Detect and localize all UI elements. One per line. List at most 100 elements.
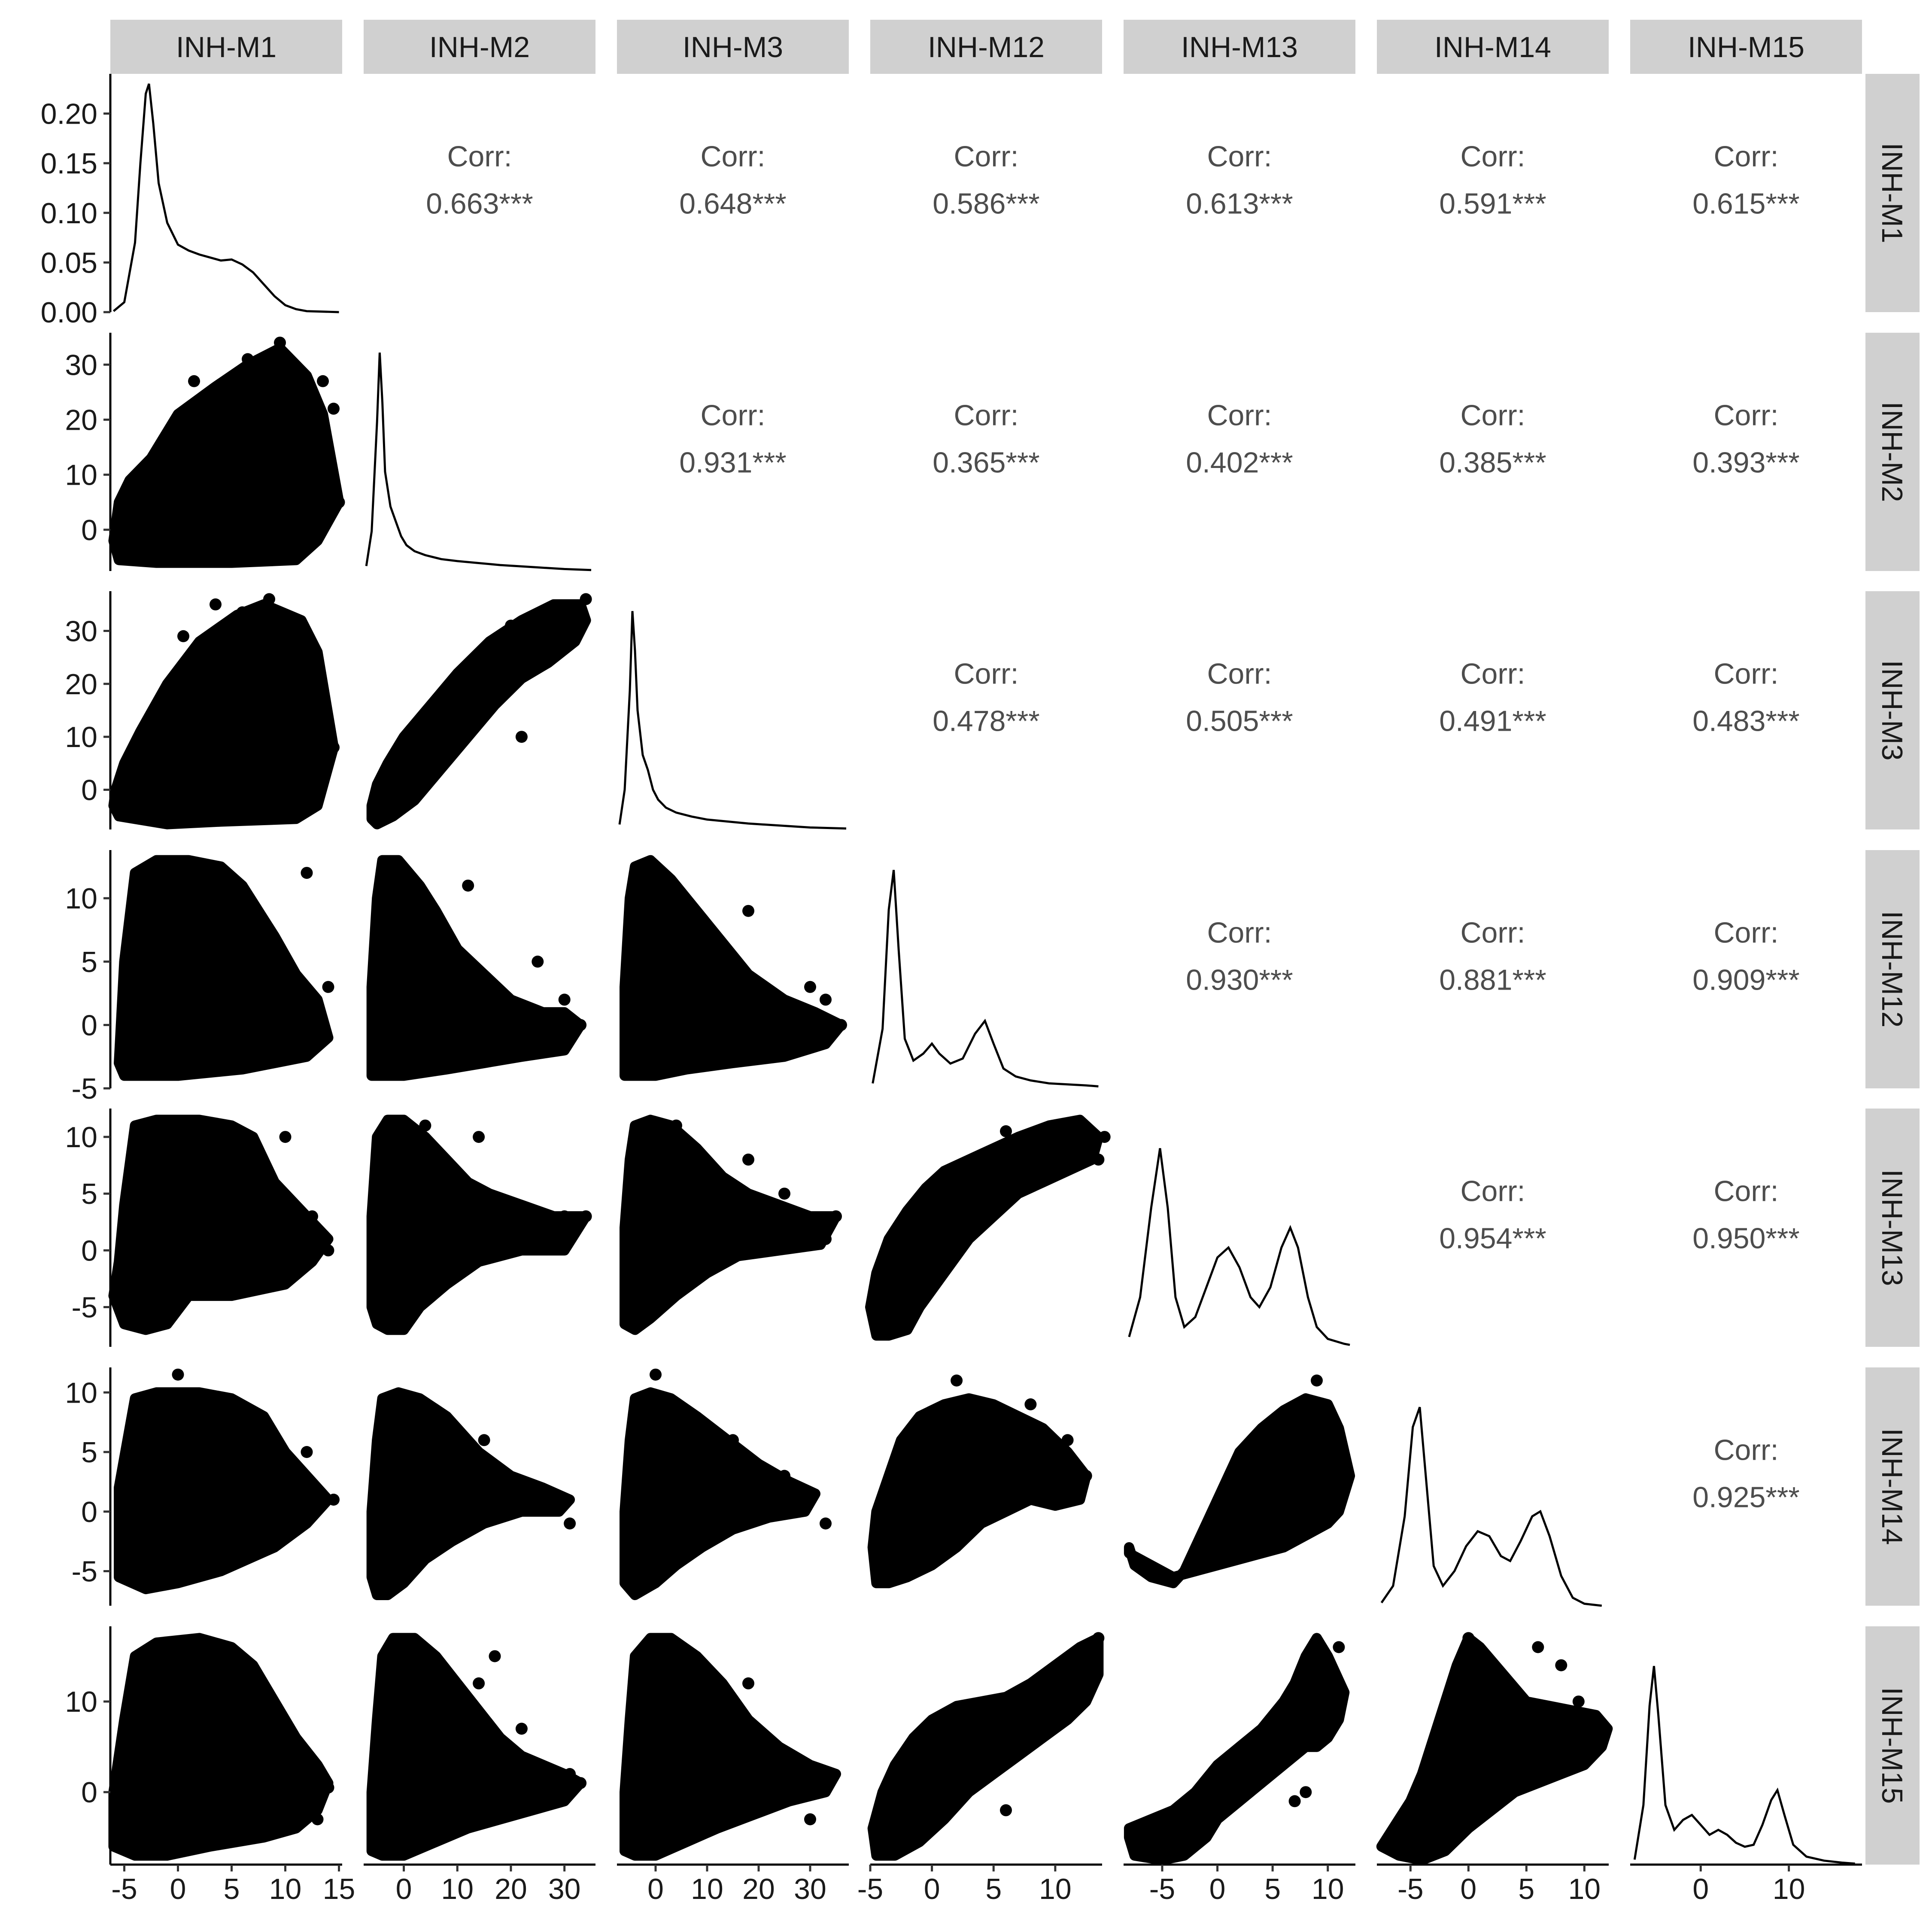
scatter-point	[1333, 1641, 1345, 1653]
scatter-point	[328, 741, 340, 753]
corr-label: Corr:	[1460, 399, 1525, 432]
x-tick-label: -5	[1149, 1873, 1175, 1905]
x-tick-label: 15	[323, 1873, 355, 1905]
scatter-point	[532, 1482, 544, 1494]
scatter-point	[311, 1813, 324, 1826]
row-strip-inh-m12	[1865, 850, 1920, 1088]
col-strip-inh-m1	[110, 20, 342, 74]
scatter-point	[1277, 1517, 1290, 1530]
scatter-point	[274, 337, 286, 349]
y-tick-label: 10	[65, 882, 97, 915]
scatter-point	[301, 1446, 313, 1458]
corr-value: 0.591***	[1439, 188, 1546, 220]
scatter-point	[742, 1677, 754, 1689]
corr-label: Corr:	[1207, 917, 1272, 949]
x-tick-label: 20	[742, 1873, 775, 1905]
scatter-cloud-inh-m15-vs-inh-m12	[867, 1633, 1104, 1861]
scatter-point	[322, 1244, 334, 1257]
x-tick-label: 5	[224, 1873, 240, 1905]
y-tick-label: 20	[65, 404, 97, 437]
x-tick-label: -5	[111, 1873, 137, 1905]
x-tick-label: 30	[548, 1873, 581, 1905]
scatter-point	[478, 1434, 490, 1446]
scatter-point	[317, 375, 329, 387]
scatter-cloud-inh-m14-vs-inh-m3	[620, 1387, 820, 1600]
scatter-point	[580, 1210, 592, 1223]
row-strip-label-inh-m15: INH-M15	[1876, 1687, 1908, 1804]
scatter-cloud-inh-m15-vs-inh-m1	[108, 1633, 334, 1861]
x-tick-label: 10	[1039, 1873, 1072, 1905]
scatter-point	[1311, 1374, 1323, 1387]
corr-label: Corr:	[447, 140, 512, 173]
scatter-point	[462, 879, 474, 892]
corr-label: Corr:	[1713, 658, 1778, 690]
y-tick-label: 0	[81, 774, 97, 807]
scatter-point	[263, 593, 275, 605]
scatter-point	[820, 1233, 832, 1245]
row-strip-label-inh-m3: INH-M3	[1876, 660, 1908, 760]
scatter-cloud-inh-m14-vs-inh-m1	[114, 1387, 334, 1595]
scatter-point	[574, 609, 587, 621]
row-strip-inh-m15	[1865, 1626, 1920, 1865]
scatter-point	[505, 620, 517, 632]
y-tick-label: 10	[65, 721, 97, 753]
scatter-point	[742, 1153, 754, 1166]
corr-value: 0.648***	[679, 188, 787, 220]
col-strip-inh-m14	[1377, 20, 1609, 74]
density-curve-inh-m2	[365, 352, 592, 571]
scatter-point	[835, 1019, 847, 1031]
y-tick-label: 0.05	[41, 246, 97, 279]
scatter-point	[574, 1777, 587, 1789]
corr-label: Corr:	[1207, 399, 1272, 432]
scatter-point	[489, 651, 501, 664]
y-tick-label: 0	[81, 1234, 97, 1267]
scatter-point	[290, 1768, 302, 1780]
scatter-point	[574, 1019, 587, 1031]
corr-label: Corr:	[1460, 917, 1525, 949]
scatter-point	[1092, 1153, 1105, 1166]
scatter-point	[1590, 1722, 1602, 1735]
scatter-point	[279, 1732, 292, 1744]
x-tick-label: 5	[1518, 1873, 1534, 1905]
scatter-point	[1288, 1795, 1301, 1807]
scatter-point	[419, 1119, 431, 1132]
y-tick-label: 10	[65, 1121, 97, 1154]
corr-value: 0.950***	[1692, 1222, 1800, 1255]
panel-grid: INH-M1 INH-M2 INH-M3 INH-M12 INH-M13 INH-M14 I…	[41, 20, 1920, 1905]
x-tick-label: -5	[857, 1873, 883, 1905]
scatter-point	[1061, 1677, 1074, 1689]
scatter-point	[820, 1517, 832, 1530]
x-tick-label: 10	[1773, 1873, 1805, 1905]
scatter-cloud-inh-m14-vs-inh-m13	[1124, 1393, 1355, 1589]
corr-value: 0.491***	[1439, 705, 1546, 738]
scatter-cloud-inh-m14-vs-inh-m2	[366, 1387, 575, 1600]
scatter-point	[473, 1677, 485, 1689]
density-curve-inh-m3	[618, 611, 847, 830]
scatter-point	[322, 1781, 334, 1794]
corr-label: Corr:	[1713, 1175, 1778, 1208]
scatter-point	[558, 1210, 571, 1223]
row-strip-inh-m2	[1865, 333, 1920, 571]
density-curve-inh-m12	[872, 869, 1099, 1088]
corr-value: 0.505***	[1186, 705, 1293, 738]
col-strip-label-inh-m13: INH-M13	[1181, 31, 1298, 64]
corr-value: 0.478***	[933, 705, 1040, 738]
corr-label: Corr:	[1460, 1175, 1525, 1208]
scatter-point	[742, 905, 754, 917]
scatter-point	[242, 353, 254, 365]
scatter-point	[804, 1494, 816, 1506]
scatter-point	[951, 1374, 963, 1387]
corr-label: Corr:	[954, 399, 1018, 432]
x-tick-label: 0	[1692, 1873, 1709, 1905]
scatter-point	[804, 1813, 816, 1826]
y-tick-label: 0	[81, 1009, 97, 1042]
x-tick-label: -5	[1397, 1873, 1423, 1905]
density-curve-inh-m13	[1128, 1148, 1350, 1346]
col-strip-inh-m12	[870, 20, 1102, 74]
scatter-point	[670, 1119, 682, 1132]
scatter-cloud-inh-m15-vs-inh-m3	[620, 1633, 841, 1861]
col-strip-inh-m3	[617, 20, 849, 74]
scatter-point	[322, 981, 334, 993]
x-tick-label: 0	[396, 1873, 412, 1905]
